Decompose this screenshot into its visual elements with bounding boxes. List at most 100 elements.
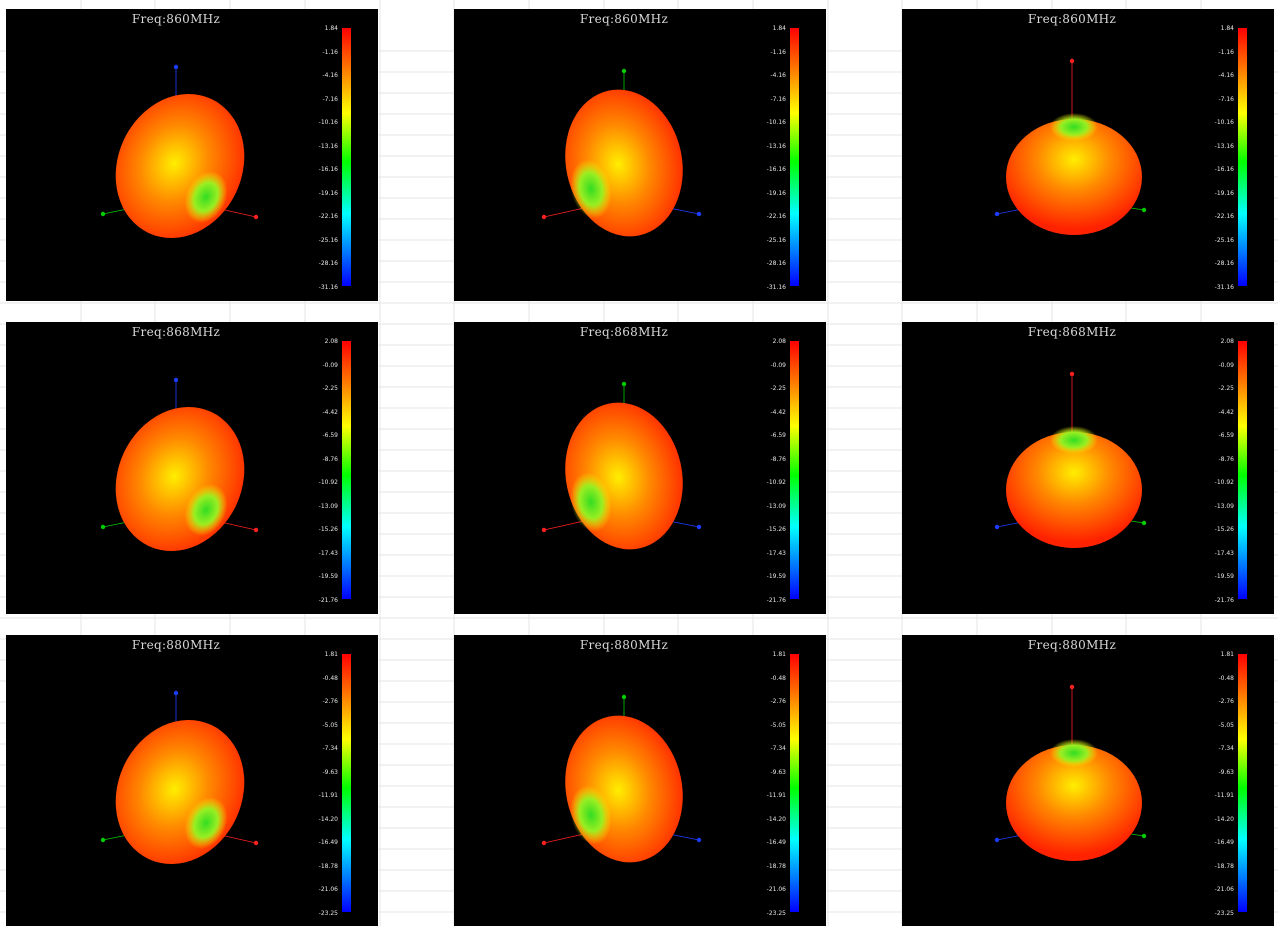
radiation-pattern-3d (541, 694, 702, 863)
colorbar-tick-label: -2.76 (322, 698, 338, 705)
frequency-title: Freq:880MHz (579, 638, 669, 652)
colorbar-tick-label: -31.16 (1214, 283, 1234, 291)
colorbar-tick-label: -8.76 (770, 455, 786, 463)
pattern-lobe (1006, 745, 1142, 861)
axis-endpoint (696, 211, 702, 217)
pattern-null-region (570, 159, 612, 219)
colorbar-tick-label: -4.16 (322, 72, 338, 79)
colorbar-tick-label: -18.78 (318, 862, 338, 870)
axis-endpoint (994, 837, 1000, 843)
axis-endpoint (1141, 207, 1147, 213)
colorbar-tick-label: -13.09 (1214, 502, 1234, 510)
colorbar-tick-label: -14.20 (318, 815, 338, 823)
colorbar-tick-label: -0.09 (1218, 361, 1234, 369)
colorbar-tick-label: -23.25 (318, 909, 338, 917)
axis-endpoint (100, 211, 106, 217)
colorbar-tick-label: -19.16 (318, 189, 338, 197)
colorbar-tick-label: -2.25 (322, 385, 338, 392)
colorbar-tick-label: -21.06 (766, 886, 786, 893)
colorbar (342, 28, 351, 286)
colorbar-tick-label: -14.20 (766, 815, 786, 823)
colorbar-tick-label: -21.06 (318, 886, 338, 893)
colorbar-tick-label: -19.59 (766, 573, 786, 580)
axis-endpoint (253, 527, 259, 533)
colorbar-tick-label: -10.16 (766, 119, 786, 126)
axis-endpoint (253, 214, 259, 220)
colorbar (1238, 654, 1247, 912)
colorbar-tick-label: -7.34 (322, 745, 338, 752)
colorbar-tick-label: -8.76 (322, 455, 338, 463)
colorbar-tick-label: -7.34 (1218, 745, 1234, 752)
axis-endpoint (1141, 833, 1147, 839)
colorbar-tick-label: -17.43 (318, 549, 338, 557)
frequency-title: Freq:860MHz (131, 12, 221, 26)
colorbar-tick-label: -25.16 (318, 236, 338, 244)
colorbar-tick-label: -18.78 (1214, 862, 1234, 870)
colorbar-tick-label: -10.16 (318, 119, 338, 126)
colorbar (790, 341, 799, 599)
axis-endpoint (1069, 58, 1075, 64)
axis-endpoint (621, 381, 627, 387)
colorbar-tick-label: -23.25 (1214, 909, 1234, 917)
radiation-pattern-3d (994, 371, 1147, 548)
frequency-title: Freq:860MHz (579, 12, 669, 26)
colorbar-tick-label: -16.16 (318, 166, 338, 173)
radiation-pattern-3d (100, 690, 259, 865)
pattern-panel-868-view-yz: Freq:868MHz 2.08 -0.09 -2.25 -4.42 -6.59 -8.7… (454, 322, 826, 614)
pattern-lobe (115, 406, 245, 552)
pattern-panel-880-view-top: Freq:880MHz 1.81 -0.48 -2.76 -5.05 -7.34 -9.6… (902, 635, 1274, 926)
colorbar-tick-label: -16.16 (1214, 166, 1234, 173)
colorbar-tick-label: -13.16 (318, 142, 338, 150)
colorbar-tick-label: -21.06 (1214, 886, 1234, 893)
frequency-title: Freq:860MHz (1027, 12, 1117, 26)
colorbar-tick-label: 1.84 (772, 25, 786, 32)
colorbar-tick-label: -13.09 (318, 502, 338, 510)
pattern-null-region (570, 472, 612, 532)
colorbar-tick-label: -4.42 (1218, 408, 1234, 416)
colorbar-tick-label: -10.92 (766, 479, 786, 486)
pattern-null-region (570, 785, 612, 845)
colorbar-tick-label: -14.20 (1214, 815, 1234, 823)
radiation-pattern-3d (541, 68, 702, 237)
axis-endpoint (1069, 371, 1075, 377)
axis-endpoint (253, 840, 259, 846)
colorbar-tick-label: -4.16 (770, 72, 786, 79)
frequency-title: Freq:868MHz (579, 325, 669, 339)
colorbar-tick-label: -25.16 (766, 236, 786, 244)
pattern-null-region (1050, 426, 1098, 454)
colorbar-tick-label: -4.16 (1218, 72, 1234, 79)
colorbar (790, 28, 799, 286)
colorbar-tick-label: -11.91 (1214, 792, 1234, 799)
colorbar-tick-label: -10.92 (318, 479, 338, 486)
colorbar-tick-label: -7.16 (322, 95, 338, 103)
colorbar-tick-label: -22.16 (766, 213, 786, 220)
axis-endpoint (696, 837, 702, 843)
frequency-title: Freq:880MHz (1027, 638, 1117, 652)
axis-endpoint (1069, 684, 1075, 690)
colorbar-tick-label: -18.78 (766, 862, 786, 870)
pattern-panel-880-view-yz: Freq:880MHz 1.81 -0.48 -2.76 -5.05 -7.34 -9.6… (454, 635, 826, 926)
colorbar-tick-label: -0.48 (770, 674, 786, 682)
colorbar-tick-label: 1.84 (1220, 25, 1234, 32)
axis-endpoint (173, 690, 179, 696)
colorbar-tick-label: -2.25 (1218, 385, 1234, 392)
axis-endpoint (541, 527, 547, 533)
colorbar-tick-label: -7.34 (770, 745, 786, 752)
pattern-lobe (565, 402, 683, 550)
colorbar-tick-label: -11.91 (766, 792, 786, 799)
colorbar-tick-label: 1.81 (1220, 651, 1234, 658)
axis-endpoint (100, 837, 106, 843)
colorbar-tick-label: -11.91 (318, 792, 338, 799)
colorbar-tick-label: -21.76 (766, 596, 786, 604)
colorbar-tick-label: -5.05 (1218, 721, 1234, 729)
colorbar-tick-label: -15.26 (1214, 526, 1234, 533)
colorbar-tick-label: -16.49 (1214, 839, 1234, 846)
colorbar-tick-label: -21.76 (1214, 596, 1234, 604)
pattern-null-region (184, 171, 228, 223)
colorbar-tick-label: -9.63 (1218, 768, 1234, 776)
colorbar-tick-label: -31.16 (318, 283, 338, 291)
pattern-panel-860-view-top: Freq:860MHz 1.84 -1.16 -4.16 -7.16 -10.16 -13… (902, 9, 1274, 301)
pattern-panel-868-view-xz: Freq:868MHz 2.08 -0.09 -2.25 -4.42 -6.59 -8.7… (6, 322, 378, 614)
frequency-title: Freq:868MHz (1027, 325, 1117, 339)
colorbar-tick-label: -13.16 (1214, 142, 1234, 150)
